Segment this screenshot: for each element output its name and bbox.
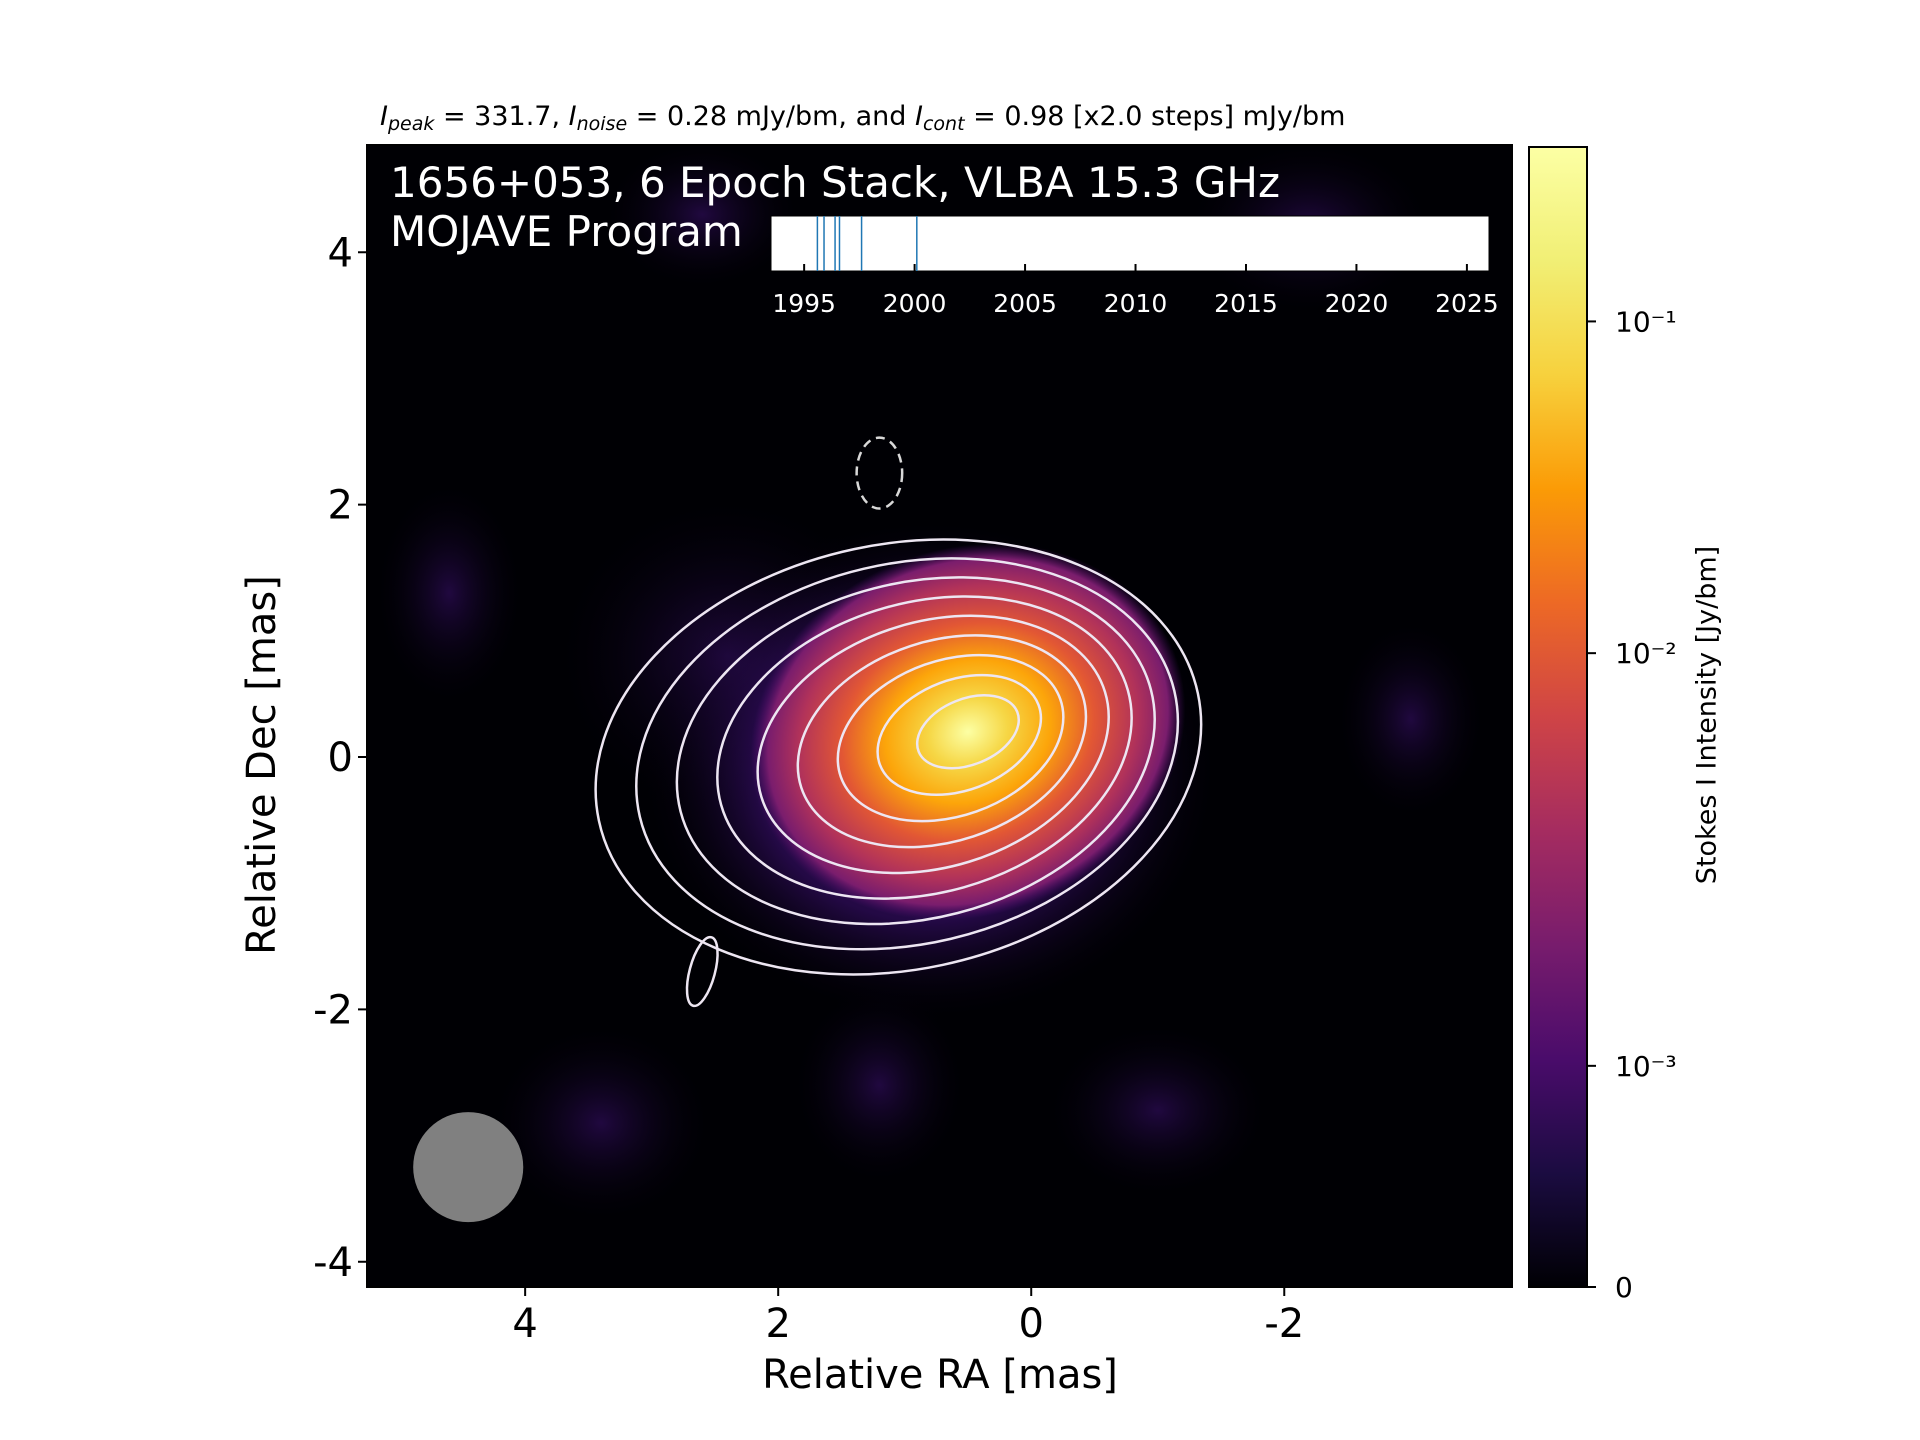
chart-subtitle: Ipeak = 331.7, Inoise = 0.28 mJy/bm, and… <box>380 101 1346 135</box>
epoch-inset: 1995 2000 2005 2010 2015 2020 2025 <box>770 215 1499 318</box>
faint-blob <box>373 479 526 707</box>
x-tick-label: 2 <box>765 1301 790 1347</box>
contour-level <box>915 694 1021 770</box>
colorbar-tick-label: 10⁻³ <box>1615 1050 1677 1083</box>
y-axis-label: Relative Dec [mas] <box>239 575 285 955</box>
faint-blob <box>601 145 804 291</box>
y-axis-ticks: 4 2 0 -2 -4 <box>313 230 367 1286</box>
faint-blob <box>1043 1021 1272 1199</box>
x-tick-label: -2 <box>1264 1301 1304 1347</box>
x-tick-label: 4 <box>512 1301 537 1347</box>
y-tick-label: -4 <box>313 1240 353 1286</box>
contour-lines <box>594 538 1203 976</box>
small-contour <box>685 935 719 1008</box>
y-tick-label: 2 <box>328 483 353 529</box>
epoch-inset-tick-label: 2000 <box>883 289 947 318</box>
intensity-map <box>367 145 1512 1287</box>
colorbar-label: Stokes I Intensity [Jy/bm] <box>1691 545 1723 885</box>
y-tick-label: 0 <box>328 735 353 781</box>
faint-blob <box>790 983 968 1187</box>
faint-blob <box>1334 617 1487 821</box>
map-title-line1: 1656+053, 6 Epoch Stack, VLBA 15.3 GHz <box>390 158 1281 207</box>
contour-level <box>716 595 1133 900</box>
colorbar-tick-label: 0 <box>1615 1271 1633 1304</box>
contour-level <box>876 673 1043 797</box>
epoch-inset-tick-label: 2005 <box>993 289 1057 318</box>
beam-ellipse <box>413 1112 524 1223</box>
plot-frame <box>366 144 1513 1288</box>
epoch-inset-tick-label: 2015 <box>1214 289 1278 318</box>
faint-blob <box>487 1021 715 1225</box>
colorbar <box>1528 146 1588 1288</box>
x-axis-ticks: 4 2 0 -2 <box>512 1287 1304 1347</box>
epoch-inset-tick-label: 2020 <box>1325 289 1389 318</box>
epoch-inset-tick-label: 2025 <box>1435 289 1499 318</box>
epoch-inset-tick-label: 1995 <box>772 289 836 318</box>
colorbar-tick-label: 10⁻² <box>1615 637 1677 670</box>
contour-level <box>635 557 1180 951</box>
y-tick-label: -2 <box>313 987 353 1033</box>
epoch-inset-background <box>770 215 1490 272</box>
epoch-inset-ticks: 1995 2000 2005 2010 2015 2020 2025 <box>772 264 1499 318</box>
colorbar-tick-label: 10⁻¹ <box>1615 305 1677 338</box>
epoch-inset-tick-label: 2010 <box>1104 289 1168 318</box>
colorbar-ticks: 0 10⁻³ 10⁻² 10⁻¹ <box>1587 305 1677 1304</box>
contour-level <box>675 576 1156 926</box>
contour-level <box>756 614 1110 875</box>
y-tick-label: 4 <box>328 230 353 276</box>
contour-level <box>594 538 1203 976</box>
negative-contour <box>855 436 904 510</box>
contour-level <box>836 653 1065 823</box>
x-tick-label: 0 <box>1019 1301 1044 1347</box>
map-title-line2: MOJAVE Program <box>390 207 743 256</box>
epoch-lines <box>816 216 918 271</box>
contour-level <box>796 634 1088 849</box>
x-axis-label: Relative RA [mas] <box>762 1352 1118 1398</box>
